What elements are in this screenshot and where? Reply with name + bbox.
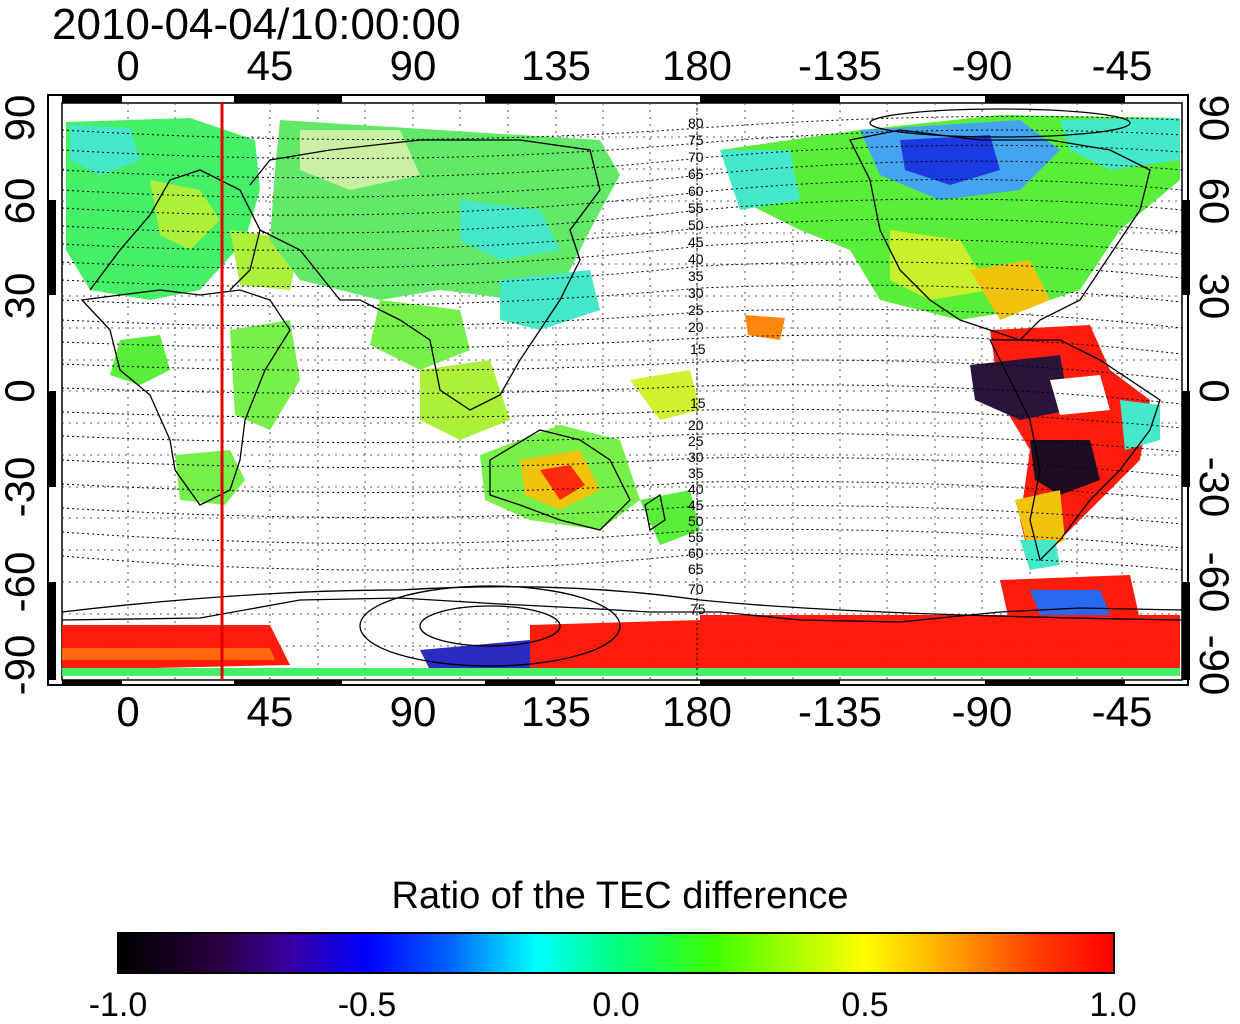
contour-label-south: 25 (688, 433, 704, 449)
contour-label-north: 15 (690, 341, 706, 357)
colorbar (117, 932, 1115, 974)
contour-label-south: 50 (688, 513, 704, 529)
top-lon-tick: -135 (797, 42, 883, 89)
map-frame (47, 94, 1189, 686)
contour-label-south: 60 (688, 545, 704, 561)
top-lon-tick: -90 (951, 42, 1013, 89)
colorbar-tick: 0.5 (841, 986, 889, 1024)
bottom-lon-tick: 135 (520, 688, 592, 735)
polar-contours (62, 108, 1182, 667)
contour-label-north: 20 (688, 319, 704, 335)
contour-label-north: 45 (688, 234, 704, 250)
bottom-lon-tick: -135 (797, 688, 883, 735)
top-lon-tick: 0 (116, 42, 140, 89)
contour-label-south: 45 (688, 497, 704, 513)
tec-difference-map: 80 75 70 65 60 55 50 45 40 35 30 25 20 1… (47, 94, 1190, 686)
magnetic-latitude-contours (62, 115, 1182, 571)
contour-label-north: 60 (688, 183, 704, 199)
contour-label-north: 55 (688, 200, 704, 216)
contour-label-south: 70 (688, 581, 704, 597)
bottom-lon-tick: -45 (1091, 688, 1153, 735)
top-lon-tick: 180 (661, 42, 733, 89)
bottom-lon-tick: 180 (661, 688, 733, 735)
contour-label-south: 20 (688, 417, 704, 433)
bottom-lon-tick: -90 (951, 688, 1013, 735)
contour-label-south: 65 (688, 561, 704, 577)
colorbar-tick: 0.0 (592, 986, 640, 1024)
contour-label-north: 35 (688, 268, 704, 284)
plot-timestamp: 2010-04-04/10:00:00 (52, 0, 461, 49)
contour-label-north: 80 (688, 115, 704, 131)
contour-label-south: 40 (688, 481, 704, 497)
contour-label-south: 15 (690, 395, 706, 411)
colorbar-tick: 1.0 (1089, 986, 1137, 1024)
colorbar-title: Ratio of the TEC difference (391, 875, 849, 917)
tec-data-layer (62, 115, 1180, 676)
contour-labels: 80 75 70 65 60 55 50 45 40 35 30 25 20 1… (688, 115, 706, 617)
axis-bars (48, 96, 1190, 686)
contour-label-south: 75 (690, 601, 706, 617)
top-lon-tick: 45 (246, 42, 294, 89)
colorbar-tick: -0.5 (337, 986, 397, 1024)
colorbar-tick: -1.0 (88, 986, 148, 1024)
contour-label-north: 40 (688, 251, 704, 267)
top-lon-tick: 135 (520, 42, 592, 89)
top-lon-tick: 90 (389, 42, 437, 89)
contour-label-north: 30 (688, 285, 704, 301)
top-lon-tick: -45 (1091, 42, 1153, 89)
contour-label-north: 75 (688, 132, 704, 148)
contour-label-north: 50 (688, 217, 704, 233)
bottom-lon-tick: 45 (246, 688, 294, 735)
bottom-lon-tick: 90 (389, 688, 437, 735)
bottom-lon-tick: 0 (116, 688, 140, 735)
contour-label-south: 55 (688, 529, 704, 545)
contour-label-north: 25 (688, 302, 704, 318)
contour-label-south: 30 (688, 449, 704, 465)
contour-label-north: 65 (688, 166, 704, 182)
contour-label-north: 70 (688, 149, 704, 165)
contour-label-south: 35 (688, 465, 704, 481)
coastlines (62, 129, 1182, 623)
